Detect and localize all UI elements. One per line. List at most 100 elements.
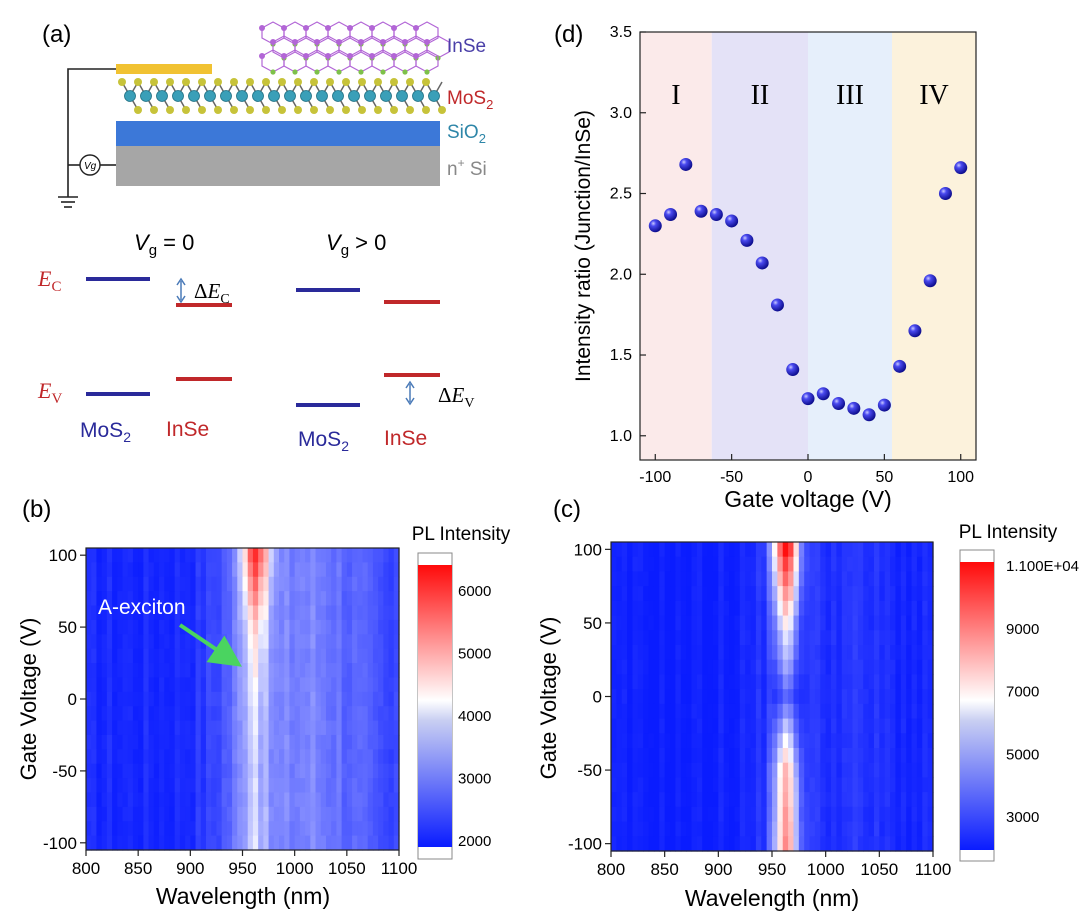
heatmap-cell — [653, 556, 660, 573]
heatmap-cell — [804, 777, 811, 793]
heatmap-cell — [143, 749, 150, 765]
heatmap-cell — [804, 792, 811, 808]
heatmap-cell — [221, 548, 228, 563]
heatmap-cell — [836, 792, 843, 808]
heatmap-cell — [247, 691, 254, 707]
heatmap-cell — [378, 648, 384, 664]
heatmap-cell — [890, 615, 897, 631]
heatmap-cell — [284, 605, 291, 621]
heatmap-cell — [279, 619, 285, 635]
heatmap-cell — [305, 591, 311, 607]
heatmap-cell — [341, 634, 348, 650]
heatmap-cell — [91, 605, 98, 621]
heatmap-cell — [729, 600, 736, 617]
heatmap-cell — [221, 734, 228, 750]
heatmap-cell — [112, 576, 118, 592]
heatmap-cell — [734, 836, 741, 852]
heatmap-cell — [632, 777, 639, 793]
heatmap-cell — [279, 821, 285, 837]
heatmap-cell — [242, 691, 249, 707]
heatmap-cell — [841, 689, 848, 705]
heatmap-cell — [857, 645, 864, 661]
heatmap-cell — [755, 703, 762, 720]
heatmap-cell — [745, 659, 752, 676]
heatmap-cell — [632, 674, 639, 690]
heatmap-cell — [798, 689, 805, 705]
heatmap-cell — [247, 763, 254, 779]
sulfur-atom — [182, 78, 190, 86]
heatmap-cell — [680, 792, 687, 808]
heatmap-cell — [750, 659, 757, 676]
heatmap-cell — [648, 674, 655, 690]
heatmap-cell — [242, 763, 249, 779]
heatmap-cell — [825, 645, 832, 661]
heatmap-cell — [138, 835, 144, 851]
heatmap-cell — [637, 659, 644, 676]
heatmap-cell — [680, 748, 687, 764]
heatmap-cell — [884, 586, 891, 602]
y-tick-label: 100 — [49, 546, 77, 565]
heatmap-cell — [383, 605, 390, 621]
heatmap-cell — [906, 733, 913, 749]
heatmap-cell — [648, 821, 655, 837]
heatmap-cell — [707, 586, 714, 602]
heatmap-cell — [847, 542, 854, 558]
heatmap-cell — [611, 806, 617, 823]
heatmap-cell — [804, 748, 811, 764]
heatmap-cell — [718, 542, 725, 558]
heatmap-cell — [122, 835, 129, 851]
heatmap-cell — [788, 777, 795, 793]
heatmap-cell — [96, 821, 103, 837]
heatmap-cell — [352, 706, 358, 722]
heatmap-cell — [190, 562, 197, 578]
heatmap-cell — [766, 836, 773, 852]
heatmap-cell — [138, 806, 144, 822]
heatmap-cell — [831, 630, 837, 646]
heatmap-cell — [686, 821, 693, 837]
heatmap-cell — [268, 576, 275, 592]
heatmap-cell — [190, 806, 197, 822]
heatmap-cell — [890, 836, 897, 852]
heatmap-cell — [772, 571, 778, 587]
heatmap-cell — [906, 674, 913, 690]
heatmap-cell — [211, 792, 218, 808]
heatmap-cell — [159, 835, 165, 851]
heatmap-cell — [809, 542, 816, 558]
heatmap-cell — [616, 777, 623, 793]
heatmap-cell — [782, 615, 789, 631]
heatmap-cell — [226, 734, 233, 750]
heatmap-cell — [766, 645, 773, 661]
heatmap-cell — [804, 556, 811, 573]
heatmap-cell — [659, 836, 666, 852]
heatmap-cell — [718, 571, 725, 587]
heatmap-cell — [895, 762, 902, 779]
heatmap-cell — [383, 749, 390, 765]
heatmap-cell — [195, 792, 202, 808]
heatmap-cell — [707, 600, 714, 617]
heatmap-cell — [279, 605, 285, 621]
heatmap-cell — [393, 720, 400, 736]
heatmap-cell — [825, 748, 832, 764]
heatmap-cell — [138, 821, 144, 837]
data-point — [816, 387, 830, 401]
heatmap-cell — [857, 556, 864, 573]
heatmap-cell — [279, 706, 285, 722]
heatmap-cell — [190, 734, 197, 750]
heatmap-cell — [691, 806, 698, 823]
heatmap-cell — [367, 734, 374, 750]
heatmap-cell — [879, 748, 886, 764]
heatmap-cell — [616, 630, 623, 646]
heatmap-cell — [782, 600, 789, 617]
heatmap-cell — [777, 703, 784, 720]
heatmap-cell — [226, 663, 233, 679]
heatmap-cell — [341, 677, 348, 693]
heatmap-cell — [263, 821, 270, 837]
heatmap-cell — [643, 806, 650, 823]
heatmap-cell — [675, 762, 682, 779]
heatmap-cell — [127, 792, 134, 808]
heatmap-cell — [393, 691, 400, 707]
heatmap-cell — [836, 659, 843, 676]
heatmap-cell — [310, 706, 317, 722]
heatmap-cell — [707, 645, 714, 661]
heatmap-cell — [712, 703, 719, 720]
